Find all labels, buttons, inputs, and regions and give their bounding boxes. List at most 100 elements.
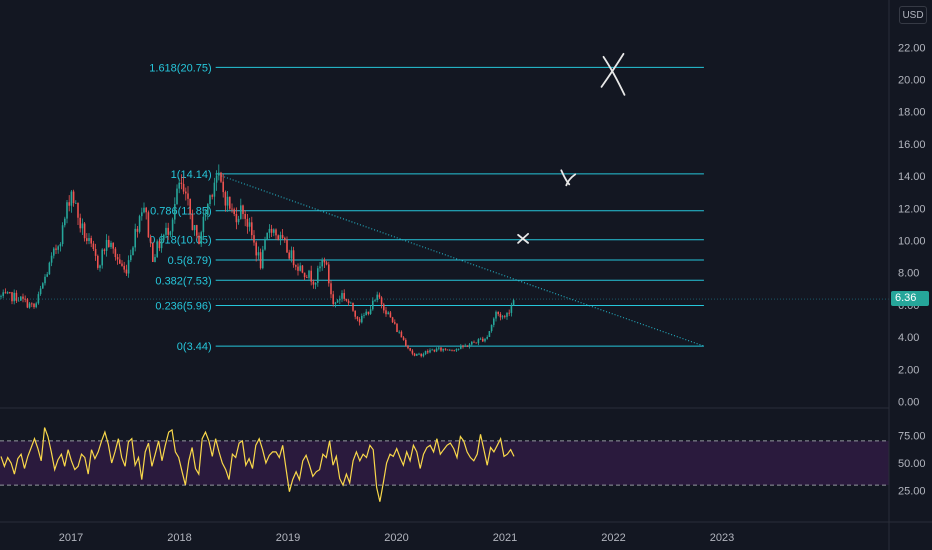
candle [2, 292, 4, 296]
candle [442, 348, 444, 351]
candle [37, 294, 40, 304]
candle [453, 350, 455, 352]
candle [341, 293, 343, 299]
candle [0, 295, 2, 297]
candle [389, 312, 392, 318]
candle [374, 299, 376, 301]
candle [334, 302, 337, 304]
candle [68, 202, 70, 206]
candle [110, 242, 112, 248]
candle [163, 234, 165, 240]
candle [86, 238, 88, 241]
x-tick-label: 2019 [276, 532, 300, 544]
fib-level-label: 0.236(5.96) [155, 301, 211, 313]
candle [468, 344, 471, 347]
candle [138, 216, 141, 232]
rsi-tick-label: 25.00 [898, 486, 926, 498]
candle [196, 225, 198, 236]
y-tick-label: 0.00 [898, 397, 919, 409]
candle [191, 213, 194, 231]
candle [94, 248, 97, 256]
candle [391, 317, 394, 323]
fib-level-label: 1(14.14) [171, 169, 212, 181]
annotation-mark[interactable] [517, 232, 529, 244]
candle [484, 338, 486, 342]
candle [143, 207, 145, 213]
candle [385, 310, 387, 315]
candle [72, 191, 75, 204]
candle [299, 265, 301, 271]
candle [171, 219, 174, 232]
candle [33, 303, 35, 308]
candle [213, 182, 216, 197]
fib-level-label: 0.382(7.53) [155, 275, 211, 287]
candle [147, 212, 150, 238]
y-tick-label: 20.00 [898, 75, 926, 87]
x-tick-label: 2023 [710, 532, 734, 544]
candle [121, 263, 123, 266]
candle [420, 353, 422, 357]
candle [466, 345, 469, 347]
candle [103, 249, 106, 251]
rsi-tick-label: 50.00 [898, 458, 926, 470]
candle [149, 237, 152, 243]
candle [464, 345, 466, 347]
candle [44, 276, 46, 284]
candle [424, 351, 427, 355]
candle [125, 269, 128, 274]
candle [176, 188, 178, 205]
candle [202, 216, 205, 233]
annotation-mark[interactable] [560, 169, 577, 187]
candle [50, 255, 53, 263]
candle [211, 195, 213, 197]
candle [9, 292, 11, 293]
candle [455, 349, 458, 351]
candle [284, 237, 286, 241]
candle [75, 202, 77, 204]
candle [24, 298, 26, 300]
candle [308, 270, 310, 278]
candle [477, 339, 480, 344]
candle [306, 277, 308, 278]
candle [130, 255, 132, 261]
rsi-line[interactable] [0, 427, 515, 502]
candle [405, 339, 407, 346]
candle [207, 204, 209, 216]
candle [226, 196, 229, 206]
candle [253, 235, 255, 243]
y-tick-label: 10.00 [898, 236, 926, 248]
rsi-pane[interactable] [0, 427, 889, 502]
candle [4, 292, 7, 294]
candle [482, 338, 484, 342]
fib-level-label: 0(3.44) [177, 341, 212, 353]
candle [314, 282, 317, 285]
trendline[interactable] [215, 173, 705, 347]
candle [398, 331, 400, 333]
candle [378, 294, 381, 298]
candle [204, 215, 207, 217]
currency-button[interactable]: USD [899, 6, 927, 24]
candle [59, 244, 62, 247]
candle [422, 354, 425, 357]
annotation-mark[interactable] [600, 52, 626, 96]
candle [506, 312, 508, 317]
candle [431, 349, 433, 351]
candle [471, 341, 473, 345]
candle [22, 296, 24, 299]
last-price-tag: 6.36 [891, 291, 929, 306]
candle [224, 192, 227, 206]
price-pane[interactable]: 1.618(20.75) 1(14.14) 0.786(11.85) 0.618(10… [0, 52, 889, 358]
candle [376, 294, 378, 300]
candle [141, 212, 143, 217]
candle [451, 349, 453, 351]
candle [444, 348, 447, 350]
x-tick-label: 2022 [601, 532, 625, 544]
candle [28, 303, 31, 308]
fib-level-label: 1.618(20.75) [149, 62, 211, 74]
candle [97, 255, 99, 268]
annotation-stroke [602, 55, 626, 96]
candle [220, 172, 222, 182]
candle [460, 345, 462, 349]
candle [336, 300, 339, 303]
